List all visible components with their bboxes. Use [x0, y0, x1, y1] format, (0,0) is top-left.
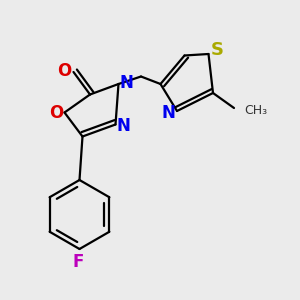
- Text: O: O: [57, 61, 72, 80]
- Text: CH₃: CH₃: [244, 104, 268, 117]
- Text: N: N: [116, 117, 130, 135]
- Text: N: N: [119, 74, 133, 92]
- Text: F: F: [72, 253, 84, 271]
- Text: S: S: [210, 41, 224, 59]
- Text: N: N: [162, 103, 176, 122]
- Text: O: O: [49, 103, 63, 122]
